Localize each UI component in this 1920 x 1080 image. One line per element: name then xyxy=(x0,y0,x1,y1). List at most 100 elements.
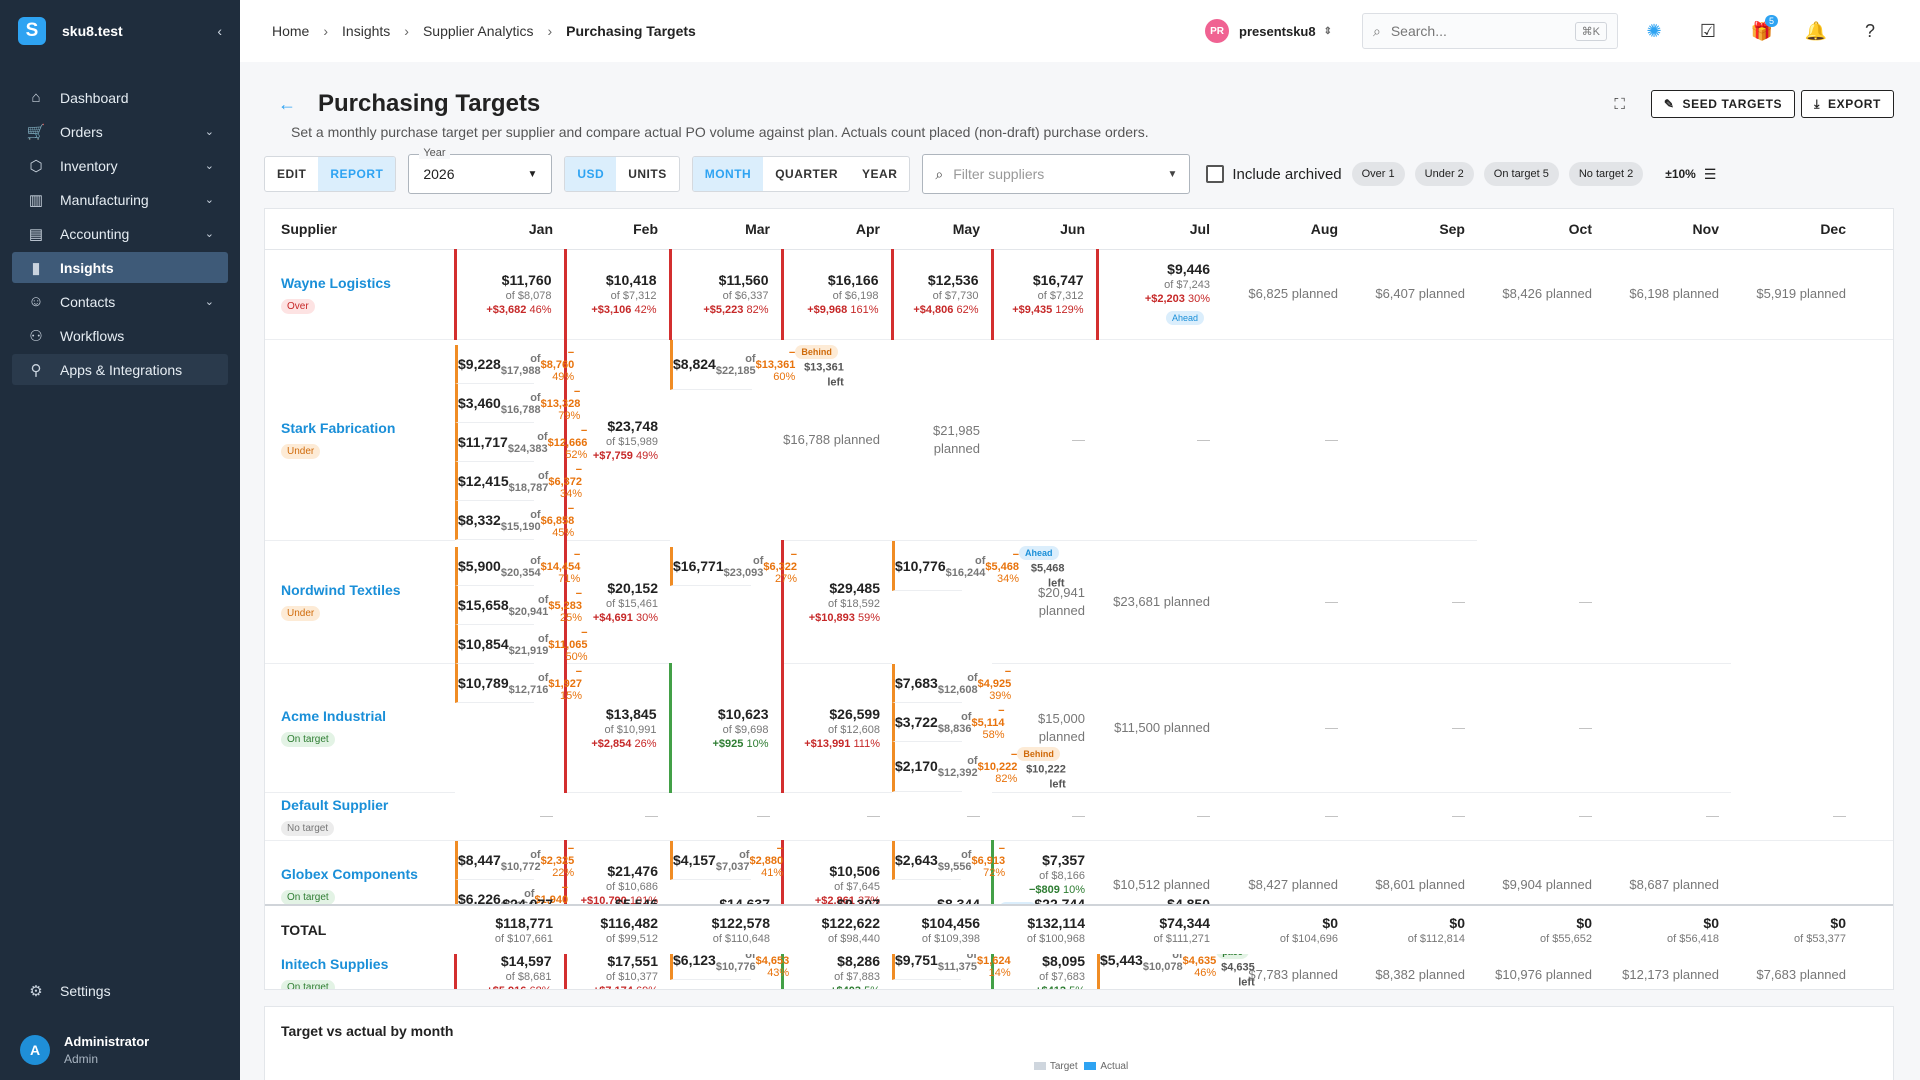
ai-assistant-icon[interactable]: ✺ xyxy=(1646,20,1662,41)
sidebar-item-settings[interactable]: ⚙ Settings xyxy=(12,975,228,1006)
collapse-sidebar-icon[interactable]: ‹ xyxy=(217,23,222,39)
sidebar-item-accounting[interactable]: ▤ Accounting ⌄ xyxy=(12,218,228,249)
checkbox-box[interactable] xyxy=(1206,165,1225,183)
help-icon[interactable]: ? xyxy=(1864,20,1875,41)
month-cell[interactable]: — xyxy=(992,792,1097,841)
fullscreen-icon[interactable]: ⛶ xyxy=(1614,95,1625,113)
period-quarter-button[interactable]: QUARTER xyxy=(775,167,839,181)
month-cell[interactable]: $12,536 of $7,730 +$4,806 62% xyxy=(890,249,992,340)
future-month-cell[interactable]: $21,985 planned xyxy=(892,339,992,541)
future-month-cell[interactable]: — xyxy=(1477,792,1604,841)
back-arrow-icon[interactable]: ← xyxy=(278,93,296,114)
gift-icon[interactable]: 🎁 5 xyxy=(1744,13,1780,49)
year-select[interactable]: Year 2026 ▼ xyxy=(408,147,553,194)
future-month-cell[interactable]: — xyxy=(1604,792,1731,841)
column-header-may[interactable]: May xyxy=(892,209,992,250)
month-cell[interactable]: $2,170 of $12,392 −$10,222 82% Behind$10,22… xyxy=(892,741,1066,793)
month-cell[interactable]: $15,658 of $20,941 −$5,283 25% xyxy=(455,585,582,625)
supplier-link[interactable]: Default Supplier xyxy=(281,796,389,813)
future-month-cell[interactable]: — xyxy=(1222,792,1350,841)
month-cell[interactable]: $10,789 of $12,716 −$1,927 15% xyxy=(455,663,582,703)
future-month-cell[interactable]: $6,407 planned xyxy=(1350,249,1477,340)
supplier-link[interactable]: Wayne Logistics xyxy=(281,274,391,291)
future-month-cell[interactable]: — xyxy=(1350,663,1477,793)
month-cell[interactable]: $26,599 of $12,608 +$13,991 111% xyxy=(780,663,892,793)
unit-usd-button[interactable]: USD xyxy=(565,157,617,191)
month-cell[interactable]: $11,560 of $6,337 +$5,223 82% xyxy=(668,249,782,340)
month-cell[interactable]: $29,485 of $18,592 +$10,893 59% xyxy=(780,540,892,665)
month-cell[interactable]: — xyxy=(782,792,892,841)
workspace-name[interactable]: sku8.test xyxy=(62,23,123,39)
breadcrumb-home[interactable]: Home xyxy=(272,23,310,39)
column-header-aug[interactable]: Aug xyxy=(1222,209,1350,250)
seed-targets-button[interactable]: ✎ SEED TARGETS xyxy=(1650,90,1796,118)
future-month-cell[interactable]: — xyxy=(1477,540,1604,665)
tasks-icon[interactable]: ☑ xyxy=(1699,20,1717,41)
month-cell[interactable]: $11,760 of $8,078 +$3,682 46% xyxy=(453,249,565,340)
include-archived-checkbox[interactable]: Include archived xyxy=(1206,165,1342,183)
column-header-jun[interactable]: Jun xyxy=(992,209,1097,250)
column-header-sep[interactable]: Sep xyxy=(1350,209,1477,250)
future-month-cell[interactable]: — xyxy=(1350,540,1477,665)
month-cell[interactable]: $11,717 of $24,383 −$12,666 52% xyxy=(455,423,587,463)
month-cell[interactable]: — xyxy=(1097,792,1222,841)
future-month-cell[interactable]: — xyxy=(1731,792,1858,841)
month-cell[interactable]: $7,683 of $12,608 −$4,925 39% xyxy=(892,663,1011,703)
month-cell[interactable]: $8,447 of $10,772 −$2,325 22% xyxy=(455,840,574,880)
future-month-cell[interactable]: — xyxy=(1477,663,1604,793)
month-cell[interactable]: $10,623 of $9,698 +$925 10% xyxy=(668,663,782,793)
user-menu[interactable]: A Administrator Admin xyxy=(0,1020,240,1080)
future-month-cell[interactable]: $6,198 planned xyxy=(1604,249,1731,340)
future-month-cell[interactable]: $23,681 planned xyxy=(1097,540,1222,665)
future-month-cell[interactable]: $6,825 planned xyxy=(1222,249,1350,340)
supplier-link[interactable]: Stark Fabrication xyxy=(281,420,396,437)
chip-under[interactable]: Under 2 xyxy=(1414,162,1474,186)
month-cell[interactable]: $12,415 of $18,787 −$6,372 34% xyxy=(455,462,582,502)
future-month-cell[interactable]: $11,500 planned xyxy=(1097,663,1222,793)
future-month-cell[interactable]: — xyxy=(1222,339,1350,541)
bell-icon[interactable]: 🔔 xyxy=(1804,20,1828,41)
month-cell[interactable]: $9,446 of $7,243 +$2,203 30% Ahead xyxy=(1095,249,1222,340)
breadcrumb-supplier-analytics[interactable]: Supplier Analytics xyxy=(422,23,534,39)
period-year-button[interactable]: YEAR xyxy=(862,167,898,181)
sidebar-item-orders[interactable]: 🛒 Orders ⌄ xyxy=(12,116,228,147)
column-header-feb[interactable]: Feb xyxy=(565,209,670,250)
chip-no-target[interactable]: No target 2 xyxy=(1568,162,1644,186)
future-month-cell[interactable]: $5,919 planned xyxy=(1731,249,1858,340)
column-header-oct[interactable]: Oct xyxy=(1477,209,1604,250)
future-month-cell[interactable]: — xyxy=(1222,540,1350,665)
month-cell[interactable]: $16,166 of $6,198 +$9,968 161% xyxy=(780,249,892,340)
sidebar-item-inventory[interactable]: ⬡ Inventory ⌄ xyxy=(12,150,228,181)
export-button[interactable]: ⤓ EXPORT xyxy=(1801,90,1894,118)
column-header-nov[interactable]: Nov xyxy=(1604,209,1731,250)
column-header-mar[interactable]: Mar xyxy=(670,209,782,250)
sidebar-item-dashboard[interactable]: ⌂ Dashboard xyxy=(12,82,228,113)
month-cell[interactable]: $10,776 of $16,244 −$5,468 34% Ahead$5,468 … xyxy=(892,540,1065,592)
future-month-cell[interactable]: $16,788 planned xyxy=(782,339,892,541)
sidebar-item-manufacturing[interactable]: ▥ Manufacturing ⌄ xyxy=(12,184,228,215)
future-month-cell[interactable]: — xyxy=(992,339,1097,541)
supplier-filter[interactable]: ⌕ Filter suppliers ▼ xyxy=(922,154,1191,194)
future-month-cell[interactable]: — xyxy=(1350,792,1477,841)
future-month-cell[interactable]: — xyxy=(1097,339,1222,541)
chip-over[interactable]: Over 1 xyxy=(1351,162,1405,186)
future-month-cell[interactable]: — xyxy=(1222,663,1350,793)
search-input[interactable]: ⌕ Search... ⌘K xyxy=(1362,13,1618,49)
unit-units-button[interactable]: UNITS xyxy=(628,167,667,181)
supplier-link[interactable]: Initech Supplies xyxy=(281,955,389,972)
app-logo[interactable]: S xyxy=(18,17,46,45)
sidebar-item-insights[interactable]: ▮ Insights xyxy=(12,252,228,283)
month-cell[interactable]: $2,643 of $9,556 −$6,913 72% xyxy=(892,840,1005,880)
month-cell[interactable]: $20,152 of $15,461 +$4,691 30% xyxy=(563,540,670,665)
month-cell[interactable]: $3,460 of $16,788 −$13,328 79% xyxy=(455,384,580,424)
month-cell[interactable]: $9,228 of $17,988 −$8,760 49% xyxy=(455,345,574,385)
column-header-jan[interactable]: Jan xyxy=(455,209,565,250)
period-month-button[interactable]: MONTH xyxy=(692,157,764,191)
month-cell[interactable]: $10,854 of $21,919 −$11,065 50% xyxy=(455,624,588,664)
month-cell[interactable]: $5,900 of $20,354 −$14,454 71% xyxy=(455,546,580,586)
column-header-jul[interactable]: Jul xyxy=(1097,209,1222,250)
tolerance-value[interactable]: ±10% xyxy=(1665,167,1696,181)
month-cell[interactable]: $3,722 of $8,836 −$5,114 58% xyxy=(892,702,1005,742)
